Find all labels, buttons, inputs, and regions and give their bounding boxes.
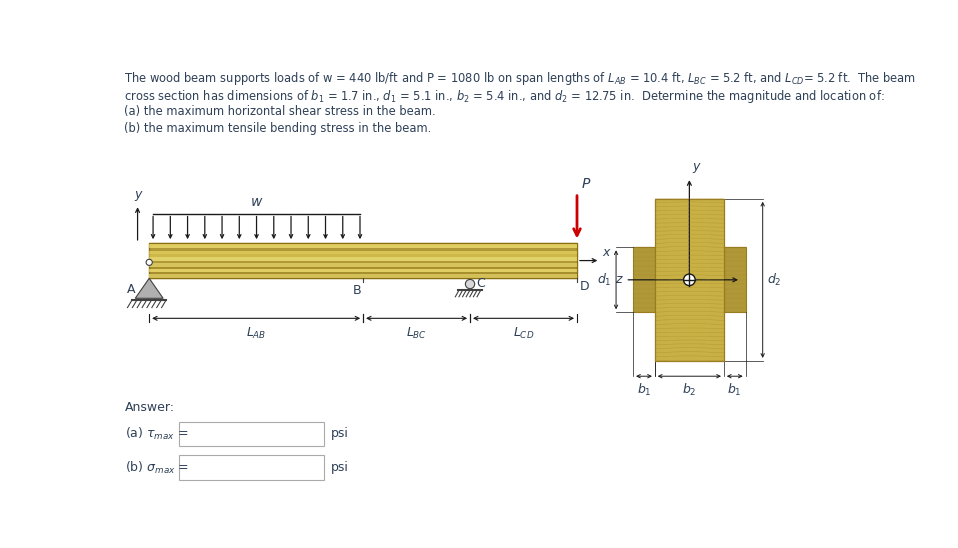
Text: $L_{AB}$: $L_{AB}$ [246, 326, 266, 341]
Text: B: B [353, 284, 361, 296]
Text: D: D [581, 280, 590, 293]
Text: (b) the maximum tensile bending stress in the beam.: (b) the maximum tensile bending stress i… [124, 122, 431, 135]
Text: (a) the maximum horizontal shear stress in the beam.: (a) the maximum horizontal shear stress … [124, 105, 435, 118]
Circle shape [684, 274, 696, 286]
Text: cross section has dimensions of $b_1$ = 1.7 in., $d_1$ = 5.1 in., $b_2$ = 5.4 in: cross section has dimensions of $b_1$ = … [124, 88, 884, 105]
Text: w: w [251, 195, 262, 209]
Bar [149, 264, 577, 267]
Text: psi: psi [331, 427, 349, 441]
Text: $d_1$: $d_1$ [597, 272, 611, 288]
Bar [149, 274, 577, 278]
Text: A: A [126, 283, 135, 296]
FancyBboxPatch shape [179, 455, 325, 480]
Text: y: y [693, 161, 700, 173]
Bar [149, 243, 577, 248]
Bar [724, 248, 745, 312]
Text: $L_{BC}$: $L_{BC}$ [406, 326, 427, 341]
Text: psi: psi [331, 461, 349, 474]
Bar [149, 254, 577, 257]
Text: The wood beam supports loads of w = 440 lb/ft and P = 1080 lb on span lengths of: The wood beam supports loads of w = 440 … [124, 70, 916, 87]
Text: C: C [476, 277, 485, 290]
Circle shape [466, 279, 475, 289]
Bar [149, 248, 577, 250]
Text: x: x [603, 246, 610, 259]
Text: $b_1$: $b_1$ [727, 381, 742, 398]
Text: $L_{CD}$: $L_{CD}$ [513, 326, 535, 341]
Text: (b) $\sigma_{max}$ =: (b) $\sigma_{max}$ = [125, 460, 190, 476]
Text: P: P [582, 177, 590, 191]
Text: $b_2$: $b_2$ [682, 381, 696, 398]
Bar [149, 261, 577, 264]
Bar [633, 248, 655, 312]
Bar [149, 243, 577, 278]
Circle shape [147, 259, 152, 265]
Bar [149, 269, 577, 272]
Polygon shape [135, 278, 163, 298]
Bar [149, 267, 577, 269]
Text: $b_1$: $b_1$ [637, 381, 651, 398]
Text: (a) $\tau_{max}$ =: (a) $\tau_{max}$ = [125, 426, 189, 442]
FancyBboxPatch shape [179, 421, 325, 446]
Text: $d_2$: $d_2$ [767, 272, 782, 288]
Bar [149, 257, 577, 261]
Text: Answer:: Answer: [125, 402, 175, 414]
Bar [655, 199, 724, 361]
Text: z: z [615, 273, 622, 286]
Bar [149, 250, 577, 254]
Bar [149, 272, 577, 274]
Text: y: y [134, 187, 141, 201]
